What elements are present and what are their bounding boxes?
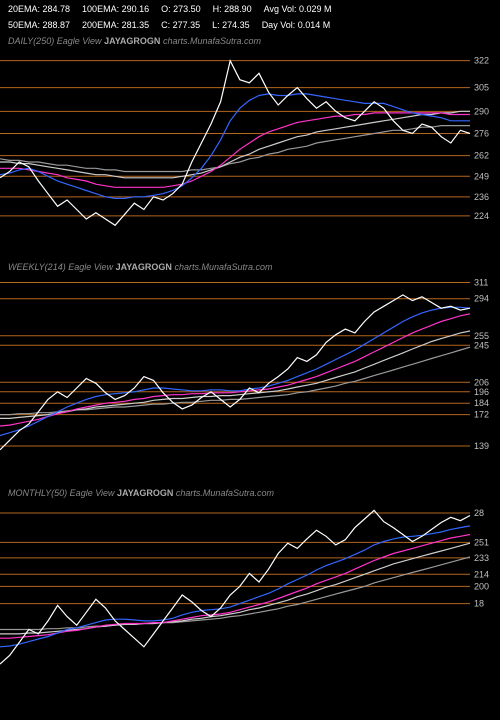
ema100-stat: 100EMA: 290.16	[82, 4, 149, 14]
daily-chart-title: DAILY(250) Eagle View JAYAGROGN charts.M…	[0, 34, 500, 48]
ytick-label: 196	[474, 387, 489, 397]
high-stat: H: 288.90	[213, 4, 252, 14]
ytick-label: 276	[474, 129, 489, 139]
low-stat: L: 274.35	[212, 20, 250, 30]
ytick-label: 290	[474, 106, 489, 116]
ytick-label: 172	[474, 410, 489, 420]
ytick-label: 294	[474, 294, 489, 304]
ytick-label: 200	[474, 581, 489, 591]
ema50-stat: 50EMA: 288.87	[8, 20, 70, 30]
ytick-label: 224	[474, 211, 489, 221]
ytick-label: 139	[474, 441, 489, 451]
daily-chart-wrap: 322 305 290 276 262 249 236 224	[0, 48, 500, 238]
ytick-label: 262	[474, 151, 489, 161]
daily-chart: 322 305 290 276 262 249 236 224	[0, 48, 500, 238]
ytick-label: 28	[474, 508, 484, 518]
price-line	[0, 61, 470, 226]
price-line	[0, 295, 470, 450]
ytick-label: 18	[474, 599, 484, 609]
ema200-stat: 200EMA: 281.35	[82, 20, 149, 30]
ytick-label: 184	[474, 398, 489, 408]
ytick-label: 236	[474, 192, 489, 202]
avgvol-stat: Avg Vol: 0.029 M	[264, 4, 332, 14]
ema100-line	[0, 111, 470, 178]
ytick-label: 233	[474, 553, 489, 563]
header-stats-row2: 50EMA: 288.87 200EMA: 281.35 C: 277.35 L…	[0, 16, 500, 34]
weekly-chart-wrap: 311 294 255245 206196184 172 139	[0, 274, 500, 464]
ytick-label: 249	[474, 171, 489, 181]
ytick-label: 255	[474, 331, 489, 341]
ytick-label: 214	[474, 569, 489, 579]
monthly-chart: 28 251 233 214 200 18	[0, 500, 500, 690]
ytick-label: 305	[474, 83, 489, 93]
ema20-line	[0, 307, 470, 435]
dayvol-stat: Day Vol: 0.014 M	[262, 20, 331, 30]
price-line	[0, 510, 470, 664]
open-stat: O: 273.50	[161, 4, 201, 14]
ytick-label: 311	[474, 278, 488, 288]
ema200-line	[0, 347, 470, 414]
monthly-chart-wrap: 28 251 233 214 200 18	[0, 500, 500, 690]
ytick-label: 206	[474, 377, 489, 387]
ema200-line	[0, 557, 470, 630]
ema20-line	[0, 94, 470, 198]
ema20-stat: 20EMA: 284.78	[8, 4, 70, 14]
weekly-chart: 311 294 255245 206196184 172 139	[0, 274, 500, 464]
monthly-chart-title: MONTHLY(50) Eagle View JAYAGROGN charts.…	[0, 486, 500, 500]
ytick-label: 245	[474, 340, 489, 350]
close-stat: C: 277.35	[161, 20, 200, 30]
ytick-label: 322	[474, 56, 489, 66]
weekly-chart-title: WEEKLY(214) Eagle View JAYAGROGN charts.…	[0, 260, 500, 274]
ema200-line	[0, 126, 470, 172]
ema50-line	[0, 314, 470, 426]
ytick-label: 251	[474, 537, 489, 547]
